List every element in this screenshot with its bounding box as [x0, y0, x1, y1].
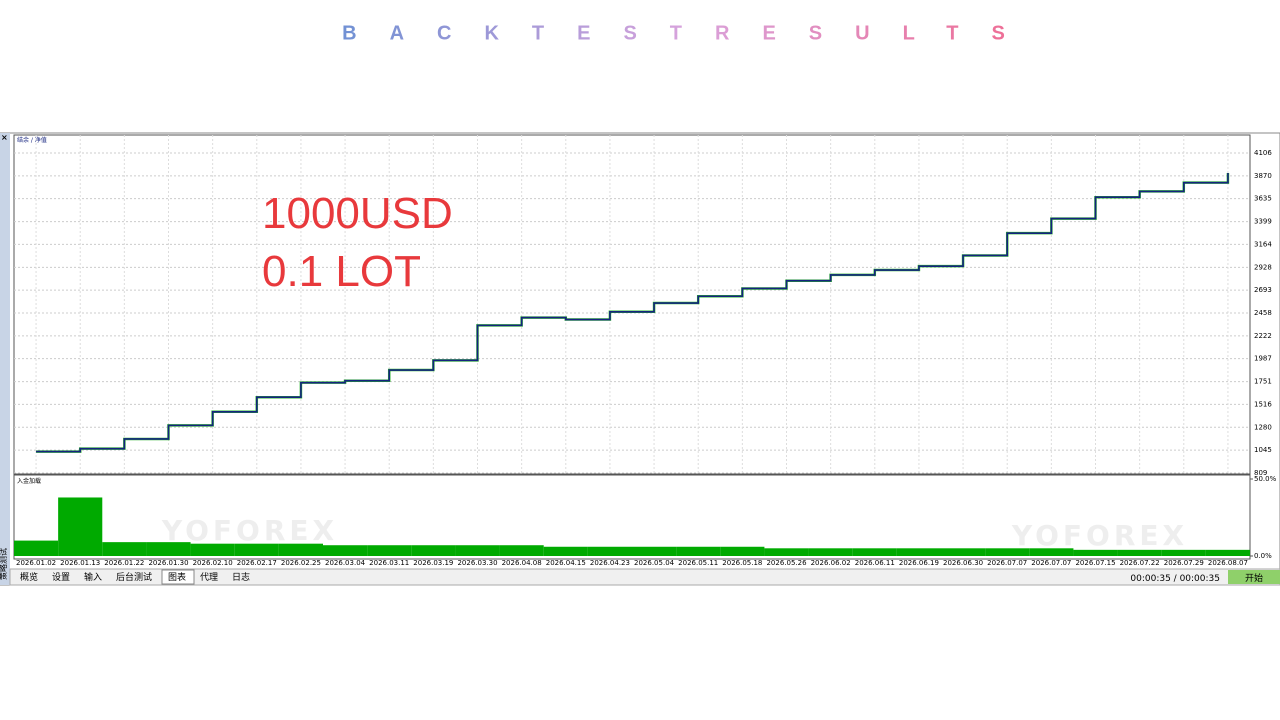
y-tick-label: 1751 — [1254, 378, 1272, 386]
bar — [367, 545, 412, 556]
plot-frame — [13, 134, 1251, 475]
x-tick-label: 2026.01.22 — [104, 559, 144, 567]
y-tick-label: 1045 — [1254, 446, 1272, 454]
tab[interactable]: 日志 — [232, 571, 250, 583]
y-tick-label: 50.0% — [1254, 475, 1277, 483]
close-button[interactable]: × — [1, 133, 8, 142]
x-tick-label: 2026.04.15 — [546, 559, 586, 567]
active-tab — [161, 569, 195, 585]
x-tick-label: 2026.02.10 — [193, 559, 233, 567]
x-tick-label: 2026.03.19 — [413, 559, 453, 567]
timer: 00:00:35 / 00:00:35 — [1130, 574, 1220, 584]
x-tick-label: 2026.05.11 — [678, 559, 718, 567]
tab[interactable]: 设置 — [52, 572, 70, 583]
legend: 入金加载 — [17, 477, 41, 485]
tab[interactable]: 图表 — [168, 571, 186, 583]
bar — [941, 548, 986, 556]
x-tick-label: 2026.01.13 — [60, 559, 100, 567]
bar — [499, 545, 544, 556]
bar — [102, 542, 147, 556]
y-tick-label: 4106 — [1254, 149, 1272, 157]
x-tick-label: 2026.02.17 — [237, 559, 277, 567]
x-tick-label: 2026.05.26 — [766, 559, 807, 567]
y-tick-label: 1516 — [1254, 400, 1272, 408]
x-tick-label: 2026.03.04 — [325, 559, 366, 567]
x-tick-label: 2026.01.02 — [16, 559, 56, 567]
bar — [1117, 549, 1162, 556]
x-tick-label: 2026.05.04 — [634, 559, 675, 567]
start-button-label[interactable]: 开始 — [1245, 572, 1263, 584]
x-tick-label: 2026.01.30 — [148, 559, 188, 567]
x-tick-label: 2026.06.02 — [811, 559, 851, 567]
bar — [323, 545, 368, 556]
bar — [411, 545, 456, 556]
y-tick-label: 1987 — [1254, 355, 1272, 363]
bar — [676, 546, 721, 556]
bar — [234, 543, 279, 556]
bar — [455, 545, 500, 556]
annotation: 1000USD — [262, 189, 453, 238]
x-tick-label: 2026.06.19 — [899, 559, 939, 567]
y-tick-label: 3164 — [1254, 240, 1272, 248]
bar — [764, 548, 809, 556]
bar — [808, 548, 853, 556]
bar — [14, 540, 59, 556]
y-tick-label: 0.0% — [1254, 552, 1272, 560]
x-tick-label: 2026.06.11 — [855, 559, 895, 567]
y-tick-label: 2458 — [1254, 309, 1272, 317]
page-title: BACKTESTRESULTS — [342, 22, 1038, 44]
y-tick-label: 2928 — [1254, 263, 1272, 271]
y-tick-label: 2693 — [1254, 286, 1272, 294]
y-tick-label: 3399 — [1254, 218, 1272, 226]
x-tick-label: 2026.07.22 — [1120, 559, 1160, 567]
tab[interactable]: 输入 — [84, 571, 102, 583]
watermark: YOFOREX — [1011, 519, 1188, 552]
x-tick-label: 2026.06.30 — [943, 559, 983, 567]
x-tick-label: 2026.03.30 — [457, 559, 497, 567]
bar — [587, 546, 632, 556]
bar — [896, 548, 941, 556]
bar — [1029, 548, 1074, 556]
bar — [146, 542, 191, 556]
bar — [720, 546, 765, 556]
start-button[interactable] — [1228, 570, 1280, 584]
y-tick-label: 2222 — [1254, 332, 1272, 340]
bar — [1205, 549, 1250, 556]
bar — [190, 543, 235, 556]
bar — [1073, 549, 1118, 556]
tab[interactable]: 概览 — [20, 571, 38, 583]
bar — [852, 548, 897, 556]
x-tick-label: 2026.07.29 — [1164, 559, 1204, 567]
balance-line — [36, 172, 1229, 453]
tab-bar — [9, 568, 1280, 586]
legend: 结余 / 净值 — [17, 136, 47, 144]
x-tick-label: 2026.07.07 — [1031, 559, 1071, 567]
annotation: 0.1 LOT — [262, 247, 421, 296]
x-tick-label: 2026.04.23 — [590, 559, 630, 567]
bar-frame — [13, 474, 1251, 560]
x-tick-label: 2026.07.15 — [1075, 559, 1115, 567]
bar — [58, 497, 103, 556]
bar — [985, 548, 1030, 556]
tab[interactable]: 后台测试 — [116, 571, 152, 583]
y-tick-label: 809 — [1254, 469, 1267, 477]
bar — [278, 543, 323, 556]
x-tick-label: 2026.02.25 — [281, 559, 321, 567]
watermark: YOFOREX — [161, 514, 338, 547]
y-tick-label: 3635 — [1254, 195, 1272, 203]
y-tick-label: 3870 — [1254, 172, 1272, 180]
bar — [1161, 549, 1206, 556]
y-tick-label: 1280 — [1254, 423, 1272, 431]
x-tick-label: 2026.07.07 — [987, 559, 1027, 567]
x-tick-label: 2026.03.11 — [369, 559, 409, 567]
bar — [632, 546, 677, 556]
bar — [543, 546, 588, 556]
x-tick-label: 2026.08.07 — [1208, 559, 1248, 567]
x-tick-label: 2026.05.18 — [722, 559, 762, 567]
x-tick-label: 2026.04.08 — [502, 559, 542, 567]
tab[interactable]: 代理 — [200, 572, 218, 583]
side-strip — [0, 133, 10, 585]
side-label: 策略测试 — [0, 548, 8, 580]
